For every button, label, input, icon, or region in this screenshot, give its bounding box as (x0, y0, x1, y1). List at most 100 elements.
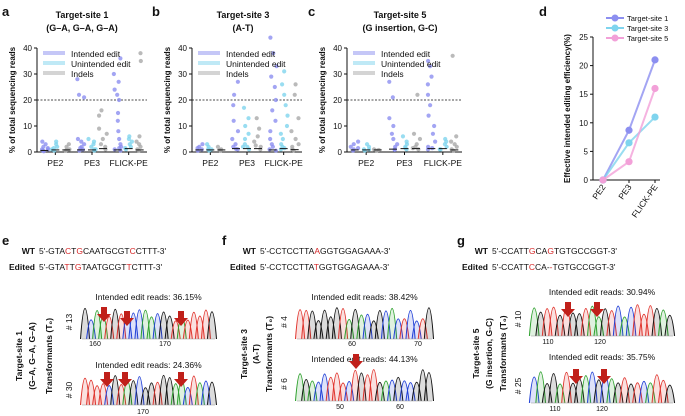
wt-label: WT (243, 246, 257, 256)
data-point (293, 82, 298, 87)
data-point (426, 144, 431, 149)
data-point (75, 77, 80, 82)
data-point (116, 97, 122, 103)
position-tick-label: 60 (396, 404, 404, 411)
edit-arrow-icon (590, 302, 604, 317)
sequence-segment: T (70, 262, 75, 272)
x-tick-label: PE2 (358, 158, 374, 168)
data-point (284, 123, 290, 129)
y-tick-label: 0 (183, 148, 188, 157)
data-point (233, 142, 238, 147)
sequence-segment: 5'-CCATT (492, 262, 529, 272)
wt-sequence: 5'-GTACTGCAATGCGTCCTTT-3' (39, 246, 167, 256)
data-point (116, 129, 121, 134)
edit-reads-label: Intended edit reads: 44.13% (311, 354, 418, 364)
x-tick-label: PE3 (616, 182, 634, 201)
x-tick-label: FLICK-PE (424, 158, 463, 168)
position-tick-label: 160 (89, 341, 101, 348)
data-point (452, 142, 457, 147)
data-point (625, 126, 633, 134)
data-point (232, 92, 237, 97)
data-point (274, 64, 279, 69)
panel-label-c: c (308, 4, 315, 19)
vertical-subtitle: (G–A, G–A, G–A) (27, 322, 37, 390)
scatter-panel-c: Target-site 5 (G insertion, G-C) 0 10 20 30 40… (318, 10, 462, 168)
edit-arrow-icon (569, 369, 583, 384)
y-tick-label: 10 (23, 122, 32, 131)
transformant-number: # 4 (279, 316, 289, 328)
panel-label-a: a (2, 4, 10, 19)
legend-marker (611, 34, 619, 42)
y-tick-label: 25 (579, 33, 588, 42)
data-point (280, 136, 285, 142)
data-point (282, 69, 287, 74)
edit-arrow-icon (561, 302, 575, 317)
data-point (390, 95, 395, 100)
x-tick-label: PE3 (84, 158, 100, 168)
sequence-segment: 5'-CCTCCTTA (260, 262, 315, 272)
data-point (98, 142, 104, 147)
data-point (138, 58, 143, 64)
data-point (127, 134, 132, 139)
data-point (209, 147, 214, 152)
data-point (625, 158, 633, 166)
sequence-segment: TGTGCCGGT-3' (553, 262, 616, 272)
data-point (117, 136, 122, 142)
data-point (43, 142, 48, 147)
chromatogram-peak (206, 311, 218, 340)
data-point (99, 108, 104, 113)
edit-arrow-icon (97, 307, 111, 322)
data-point (273, 148, 279, 153)
data-point (100, 136, 105, 142)
data-point (123, 146, 128, 151)
sequence-segment: 5'-CCATT (492, 246, 529, 256)
legend-label: Intended edit (381, 49, 431, 59)
vertical-title: Target-site 3 (239, 329, 249, 379)
x-tick-label: PE3 (396, 158, 412, 168)
edit-arrow-icon (120, 311, 134, 326)
edit-reads-label: Intended edit reads: 24.36% (95, 360, 202, 370)
data-point (426, 113, 431, 118)
legend-swatch (353, 61, 375, 65)
data-point (75, 136, 81, 142)
data-point (51, 146, 56, 151)
data-point (433, 139, 438, 144)
data-point (391, 136, 396, 142)
data-point (104, 131, 109, 136)
transformant-number: # 30 (64, 381, 74, 398)
data-point (282, 146, 287, 151)
data-point (415, 92, 420, 97)
data-point (392, 147, 397, 153)
transformants-label: Transformants (T₀) (264, 316, 274, 392)
legend-marker (611, 24, 619, 32)
data-point (242, 136, 248, 142)
vertical-subtitle: (A-T) (251, 344, 261, 364)
chart-title: Target-site 5 (374, 10, 427, 20)
data-point (361, 147, 367, 152)
data-point (625, 139, 633, 147)
data-point (404, 139, 409, 144)
data-point (651, 56, 659, 64)
chart-title: Target-site 3 (217, 10, 270, 20)
data-point (282, 92, 287, 97)
data-point (283, 103, 288, 108)
data-point (137, 134, 142, 139)
data-point (296, 142, 301, 147)
series-line (602, 116, 656, 181)
data-point (118, 142, 123, 147)
legend-swatch (43, 71, 65, 75)
data-point (66, 142, 71, 147)
transformants-label: Transformants (T₀) (498, 315, 508, 391)
data-point (111, 71, 116, 77)
sequence-segment: 5'-GTA (39, 246, 65, 256)
data-point (257, 126, 262, 131)
vertical-title: Target-site 5 (471, 328, 481, 378)
transformant-number: # 6 (279, 378, 289, 390)
transformant-number: # 13 (64, 313, 74, 330)
legend-swatch (353, 71, 375, 75)
chart-title: Target-site 1 (56, 10, 109, 20)
data-point (599, 176, 607, 184)
y-axis-label: Effective intended editing efficiency(%) (563, 34, 572, 183)
data-point (430, 131, 436, 136)
sequence-segment: TGTGCCGGT-3' (554, 246, 617, 256)
